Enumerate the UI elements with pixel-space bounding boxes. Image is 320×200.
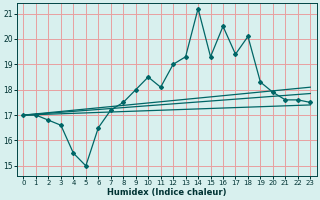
X-axis label: Humidex (Indice chaleur): Humidex (Indice chaleur) — [107, 188, 227, 197]
